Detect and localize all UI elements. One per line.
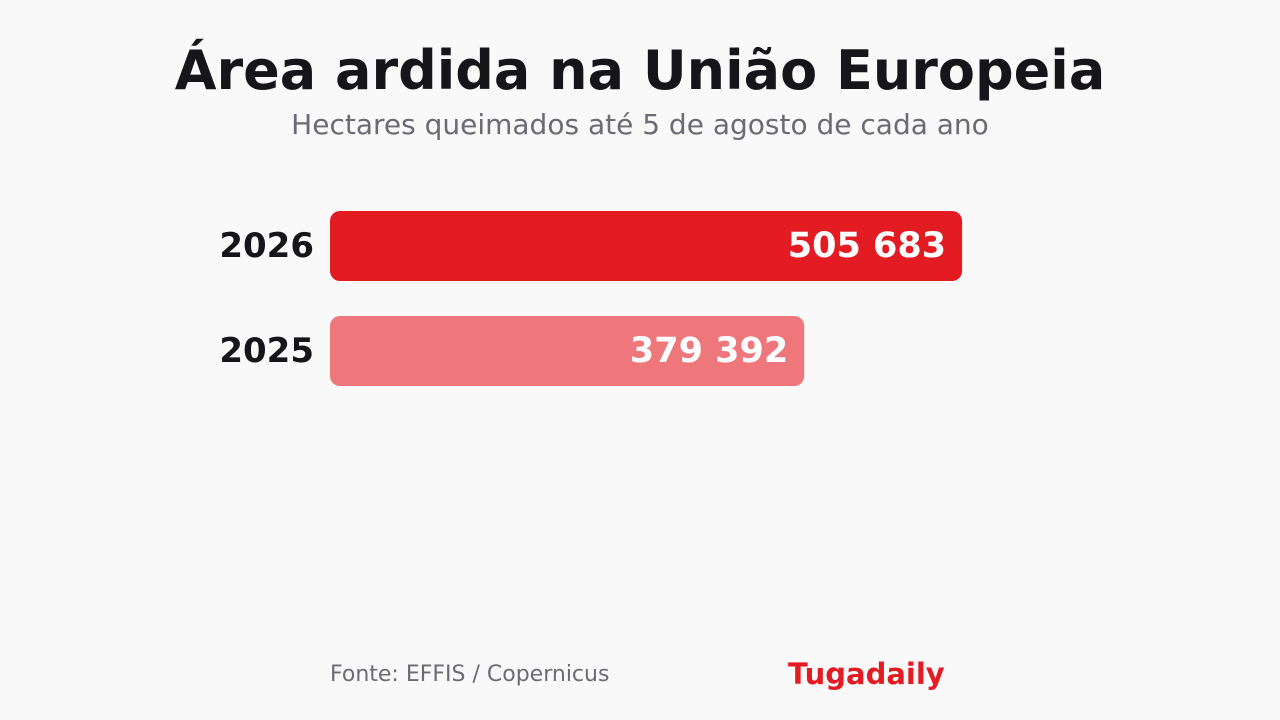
bar-2026 bbox=[330, 211, 963, 281]
bar-2025 bbox=[330, 316, 805, 386]
category-label-2026: 2026 bbox=[219, 226, 314, 266]
chart-subtitle: Hectares queimados até 5 de agosto de ca… bbox=[291, 108, 989, 141]
category-label-2025: 2025 bbox=[219, 331, 314, 371]
source-note: Fonte: EFFIS / Copernicus bbox=[330, 662, 610, 687]
value-label-2025: 379 392 bbox=[630, 331, 788, 371]
brand-logo-text: Tugadaily bbox=[788, 657, 945, 691]
chart-title: Área ardida na União Europeia bbox=[174, 39, 1106, 102]
value-label-2026: 505 683 bbox=[788, 226, 946, 266]
